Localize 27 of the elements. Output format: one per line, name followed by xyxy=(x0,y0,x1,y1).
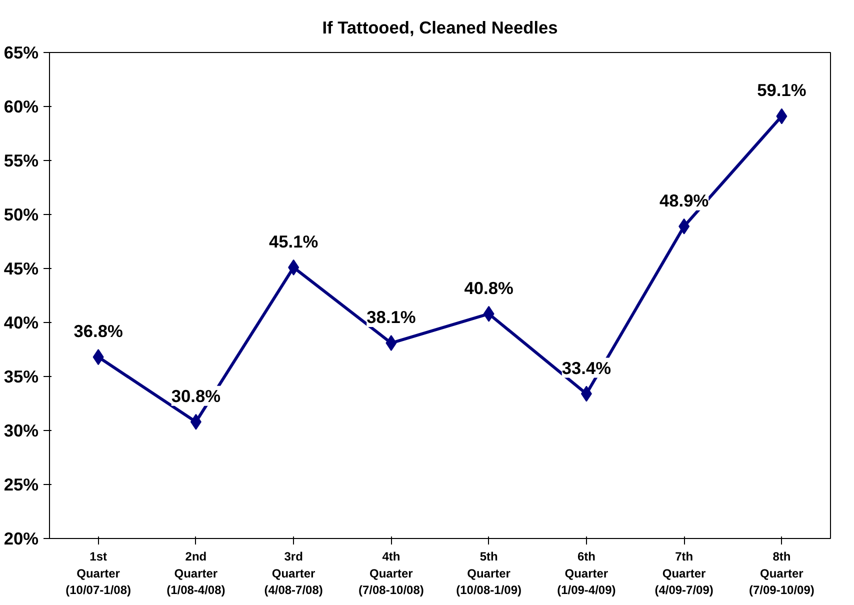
data-label: 48.9% xyxy=(659,190,709,210)
y-tick-label: 25% xyxy=(4,474,39,494)
y-tick-label: 35% xyxy=(4,366,39,386)
y-tick-label: 40% xyxy=(4,312,39,332)
y-tick-label: 65% xyxy=(4,42,39,62)
data-label: 45.1% xyxy=(268,231,318,252)
chart-title: If Tattooed, Cleaned Needles xyxy=(322,18,558,38)
y-tick-label: 30% xyxy=(4,420,39,440)
data-label: 30.8% xyxy=(171,386,221,406)
data-label: 38.1% xyxy=(366,307,416,328)
x-tick-label: 7th Quarter (4/09-7/09) xyxy=(654,550,714,598)
x-tick-label: 3rd Quarter (4/08-7/08) xyxy=(264,550,323,598)
x-tick-label: 2nd Quarter (1/08-4/08) xyxy=(166,550,226,598)
y-tick-label: 45% xyxy=(4,258,39,278)
x-tick-label: 8th Quarter (7/09-10/09) xyxy=(749,550,814,598)
x-tick-label: 5th Quarter (10/08-1/09) xyxy=(456,550,522,598)
x-tick-label: 6th Quarter (1/09-4/09) xyxy=(557,550,616,598)
data-label: 33.4% xyxy=(562,358,612,378)
x-tick-label: 1st Quarter (10/07-1/08) xyxy=(66,550,132,598)
y-tick-label: 55% xyxy=(4,150,39,170)
y-tick-label: 50% xyxy=(4,204,39,224)
y-tick-label: 60% xyxy=(4,96,39,116)
x-tick-label: 4th Quarter (7/08-10/08) xyxy=(358,550,424,598)
data-label: 36.8% xyxy=(74,321,123,342)
y-tick-label: 20% xyxy=(4,528,39,548)
data-label: 59.1% xyxy=(757,80,806,100)
data-label: 40.8% xyxy=(464,278,514,298)
